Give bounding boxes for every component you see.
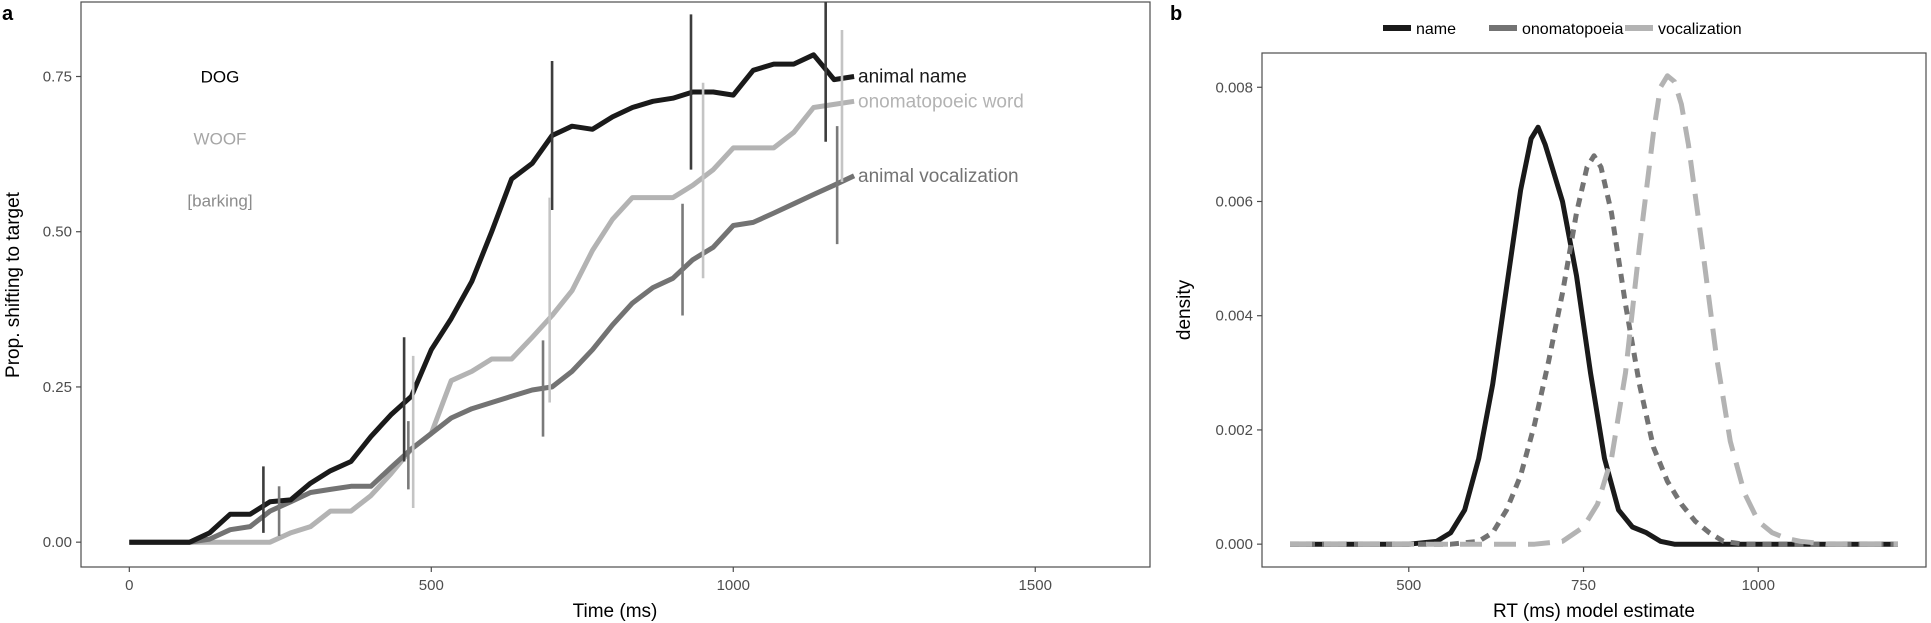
panel-a-x-axis-title: Time (ms) — [573, 601, 658, 622]
panel-b-y-tick-label: 0.004 — [1215, 308, 1253, 325]
panel-letter-b: b — [1170, 3, 1182, 25]
panel-b-y-tick-label: 0.008 — [1215, 79, 1253, 96]
panel-b-y-tick-label: 0.006 — [1215, 193, 1253, 210]
condition-label: WOOF — [194, 130, 247, 149]
series-line-onomatopoeic-word — [129, 98, 855, 545]
panel-a-plot: 0 500 1000 1500 0.00 0.25 0.50 0.75 animal name o… — [43, 2, 1052, 594]
panel-a-x-tick-label: 1000 — [717, 577, 750, 594]
panel-a-frame — [80, 1, 1151, 568]
density-curve-name — [1290, 124, 1898, 547]
legend-label-onomatopoeia: onomatopoeia — [1522, 21, 1624, 38]
panel-a-x-tick-label: 1500 — [1019, 577, 1052, 594]
panel-a-y-tick-label: 0.75 — [43, 69, 72, 86]
panel-b-frame — [1261, 52, 1927, 568]
panel-b-y-tick-label: 0.002 — [1215, 422, 1253, 439]
panel-a-y-tick-label: 0.25 — [43, 379, 72, 396]
panel-b-y-axis-title: density — [1174, 279, 1195, 340]
legend-label-vocalization: vocalization — [1658, 21, 1742, 38]
series-line-animal-vocalization — [129, 173, 856, 545]
condition-label: [barking] — [187, 192, 252, 211]
panel-b-plot: 500 750 1000 0.000 0.002 0.004 0.006 0.008 — [1215, 73, 1898, 594]
panel-a-y-tick-label: 0.00 — [43, 534, 72, 551]
panel-b-x-tick-label: 1000 — [1742, 577, 1775, 594]
density-curve-onomatopoeia — [1290, 153, 1898, 547]
panel-b-y-tick-label: 0.000 — [1215, 536, 1253, 553]
panel-b-legend: name onomatopoeia vocalization — [1383, 21, 1742, 38]
panel-a-x-tick-label: 500 — [419, 577, 444, 594]
legend-label-name: name — [1416, 21, 1456, 38]
panel-b-x-axis-title: RT (ms) model estimate — [1493, 601, 1695, 622]
panel-a-y-tick-label: 0.50 — [43, 224, 72, 241]
series-label-animal-name: animal name — [858, 67, 967, 88]
series-label-animal-vocalization: animal vocalization — [858, 166, 1019, 187]
panel-b-x-tick-label: 750 — [1571, 577, 1596, 594]
condition-label: DOG — [201, 68, 240, 87]
panel-letter-a: a — [2, 3, 14, 25]
panel-a-y-axis-title: Prop. shifting to target — [3, 191, 24, 378]
series-line-animal-name — [129, 52, 855, 545]
density-curve-vocalization — [1290, 73, 1898, 547]
series-label-onomatopoeic-word: onomatopoeic word — [858, 91, 1024, 112]
panel-a-x-tick-label: 0 — [125, 577, 133, 594]
panel-b-x-tick-label: 500 — [1396, 577, 1421, 594]
